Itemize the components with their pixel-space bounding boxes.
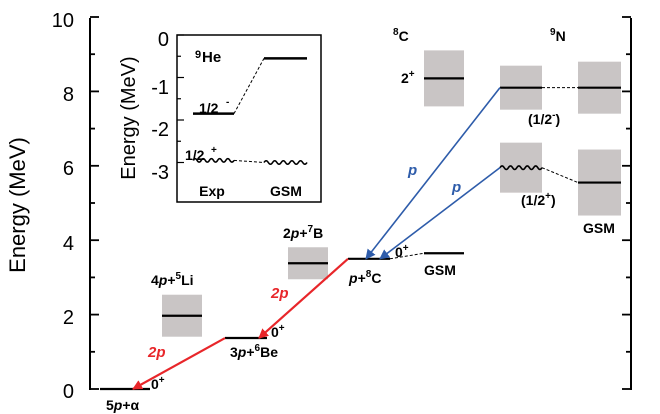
- tick-label-0: 0: [63, 381, 74, 403]
- inset-connector-half-minus: [233, 58, 265, 114]
- decay-label-2p-upper: 2p: [270, 285, 289, 302]
- level-n9-exp-half-plus: [499, 165, 543, 171]
- n9-gsm-label: GSM: [583, 220, 615, 236]
- n9-header: 9N: [550, 27, 566, 44]
- arrow-2p-upper: [258, 257, 349, 339]
- spin-5p-alpha: 0+: [151, 375, 165, 392]
- c8-gsm-label: GSM: [424, 262, 456, 278]
- label-5p-alpha: 5p+α: [106, 397, 140, 413]
- inset-tick-m1: -1: [151, 77, 169, 99]
- tick-label-8: 8: [63, 84, 74, 106]
- label-4p-li5: 4p+5Li: [151, 271, 194, 288]
- spin-p-c8: 0+: [395, 243, 409, 260]
- connector-n9-half-plus: [541, 167, 579, 184]
- inset-ticks: [177, 34, 184, 164]
- arrow-p-lower: [379, 167, 501, 260]
- main-y-axis-label: Energy (MeV): [5, 137, 30, 273]
- inset-tick-m2: -2: [151, 119, 169, 141]
- spin-3p-be6: 0+: [271, 323, 285, 340]
- c8-2plus-spin: 2+: [401, 69, 415, 86]
- connector-c8-gsm: [389, 252, 425, 260]
- inset-label-half-plus: 1/2: [185, 147, 205, 163]
- label-2p-b7: 2p+7B: [283, 224, 323, 241]
- tick-label-4: 4: [63, 233, 74, 255]
- inset-frame: [176, 34, 322, 203]
- inset-nucleus-mass: 9: [195, 49, 201, 61]
- tick-label-2: 2: [63, 307, 74, 329]
- inset-label-half-plus-sup: +: [211, 145, 217, 156]
- decay-label-2p-lower: 2p: [147, 344, 166, 361]
- decay-label-p-upper: p: [407, 162, 417, 179]
- inset-nucleus-symbol: He: [202, 49, 221, 66]
- inset-exp-label: Exp: [199, 183, 225, 199]
- main-ticks: [90, 16, 631, 390]
- n9-half-minus-label: (1/2-): [528, 110, 560, 127]
- inset-tick-m3: -3: [151, 162, 169, 184]
- decay-label-p-lower: p: [451, 179, 461, 196]
- main-axes: 0 2 4 6 8 10 Energy (MeV): [5, 10, 632, 403]
- inset-label-half-minus: 1/2: [199, 100, 219, 116]
- tick-label-10: 10: [52, 10, 74, 32]
- decay-arrows: [132, 87, 501, 390]
- inset-label-half-minus-sup: -: [226, 97, 229, 108]
- inset-levels: [192, 57, 308, 166]
- arrow-p-upper: [365, 87, 501, 260]
- arrow-2p-lower: [132, 337, 226, 390]
- label-3p-be6: 3p+6Be: [230, 343, 278, 360]
- inset-y-axis-label: Energy (MeV): [118, 56, 140, 179]
- inset-gsm-label: GSM: [270, 183, 302, 199]
- label-p-c8: p+8C: [348, 269, 381, 286]
- level-labels: 5p+α 0+ 3p+6Be 0+ p+8C 0+ 4p+5Li 2p+7B 8…: [106, 27, 615, 413]
- tick-label-6: 6: [63, 158, 74, 180]
- inset-connector-half-plus: [233, 159, 265, 163]
- inset-he9: 0 -1 -2 -3 Energy (MeV) 9 He 1/2 - 1/2 +…: [118, 29, 322, 203]
- inset-exp-level-half-plus: [192, 157, 235, 163]
- c8-header: 8C: [393, 27, 409, 44]
- inset-gsm-level-half-plus: [263, 159, 308, 166]
- inset-tick-0: 0: [158, 29, 169, 51]
- n9-half-plus-label: (1/2+): [521, 191, 556, 208]
